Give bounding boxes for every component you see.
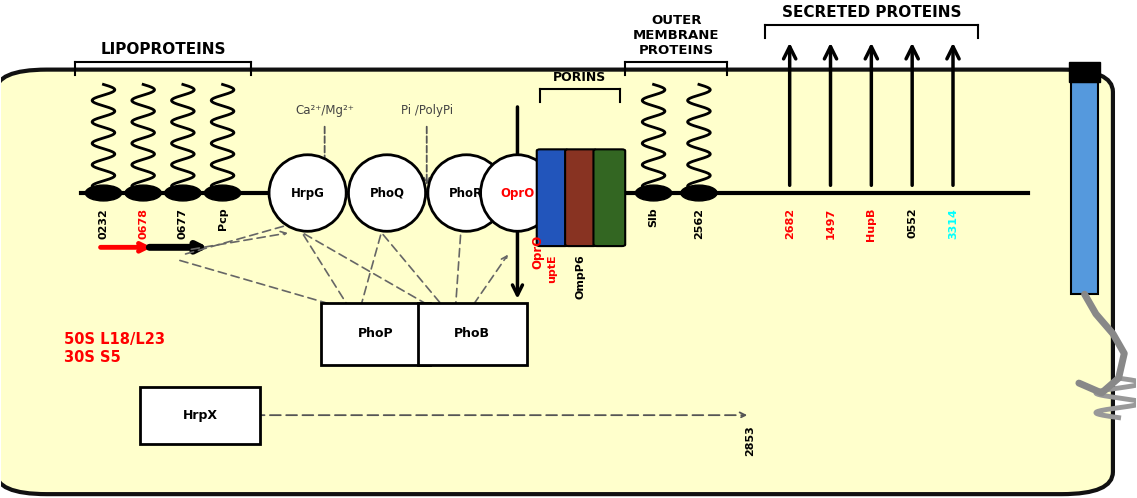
FancyBboxPatch shape	[565, 149, 597, 246]
Text: 3314: 3314	[948, 208, 958, 239]
Circle shape	[165, 185, 201, 201]
Text: OprO: OprO	[531, 235, 545, 269]
Circle shape	[681, 185, 717, 201]
FancyBboxPatch shape	[1071, 82, 1098, 294]
Text: 1497: 1497	[825, 208, 836, 239]
Text: Ca²⁺/Mg²⁺: Ca²⁺/Mg²⁺	[296, 104, 354, 117]
Text: uptE: uptE	[548, 254, 557, 283]
Text: OUTER
MEMBRANE
PROTEINS: OUTER MEMBRANE PROTEINS	[633, 14, 720, 57]
FancyBboxPatch shape	[537, 149, 568, 246]
FancyBboxPatch shape	[1069, 62, 1101, 82]
Text: Pcp: Pcp	[217, 208, 227, 231]
Text: OmpP6: OmpP6	[576, 254, 586, 299]
Text: HrpG: HrpG	[291, 187, 324, 200]
Text: 0552: 0552	[907, 208, 918, 239]
Text: SECRETED PROTEINS: SECRETED PROTEINS	[781, 5, 961, 20]
Text: HupB: HupB	[866, 208, 877, 241]
Ellipse shape	[481, 155, 555, 231]
Text: 2562: 2562	[694, 208, 704, 239]
Ellipse shape	[269, 155, 346, 231]
Text: PhoP: PhoP	[358, 327, 393, 340]
Text: PhoB: PhoB	[454, 327, 490, 340]
Text: 2682: 2682	[785, 208, 795, 239]
Text: LIPOPROTEINS: LIPOPROTEINS	[100, 42, 226, 57]
FancyBboxPatch shape	[140, 386, 260, 444]
Ellipse shape	[428, 155, 505, 231]
Circle shape	[636, 185, 672, 201]
Text: Slb: Slb	[648, 208, 658, 228]
FancyBboxPatch shape	[594, 149, 625, 246]
Text: Pi /PolyPi: Pi /PolyPi	[400, 104, 453, 117]
Circle shape	[85, 185, 122, 201]
Circle shape	[125, 185, 161, 201]
FancyBboxPatch shape	[417, 303, 526, 365]
Text: 0678: 0678	[139, 208, 148, 239]
Text: 2853: 2853	[745, 425, 755, 456]
FancyBboxPatch shape	[0, 70, 1113, 494]
Text: PORINS: PORINS	[554, 71, 606, 85]
FancyBboxPatch shape	[322, 303, 430, 365]
Circle shape	[205, 185, 241, 201]
Text: 0677: 0677	[177, 208, 188, 239]
Text: PhoQ: PhoQ	[370, 187, 405, 200]
Text: 0232: 0232	[99, 208, 108, 239]
Text: 50S L18/L23
30S S5: 50S L18/L23 30S S5	[64, 332, 165, 365]
Text: HrpX: HrpX	[182, 409, 217, 422]
Ellipse shape	[348, 155, 425, 231]
Text: PhoR: PhoR	[449, 187, 483, 200]
Text: OprO: OprO	[500, 187, 534, 200]
